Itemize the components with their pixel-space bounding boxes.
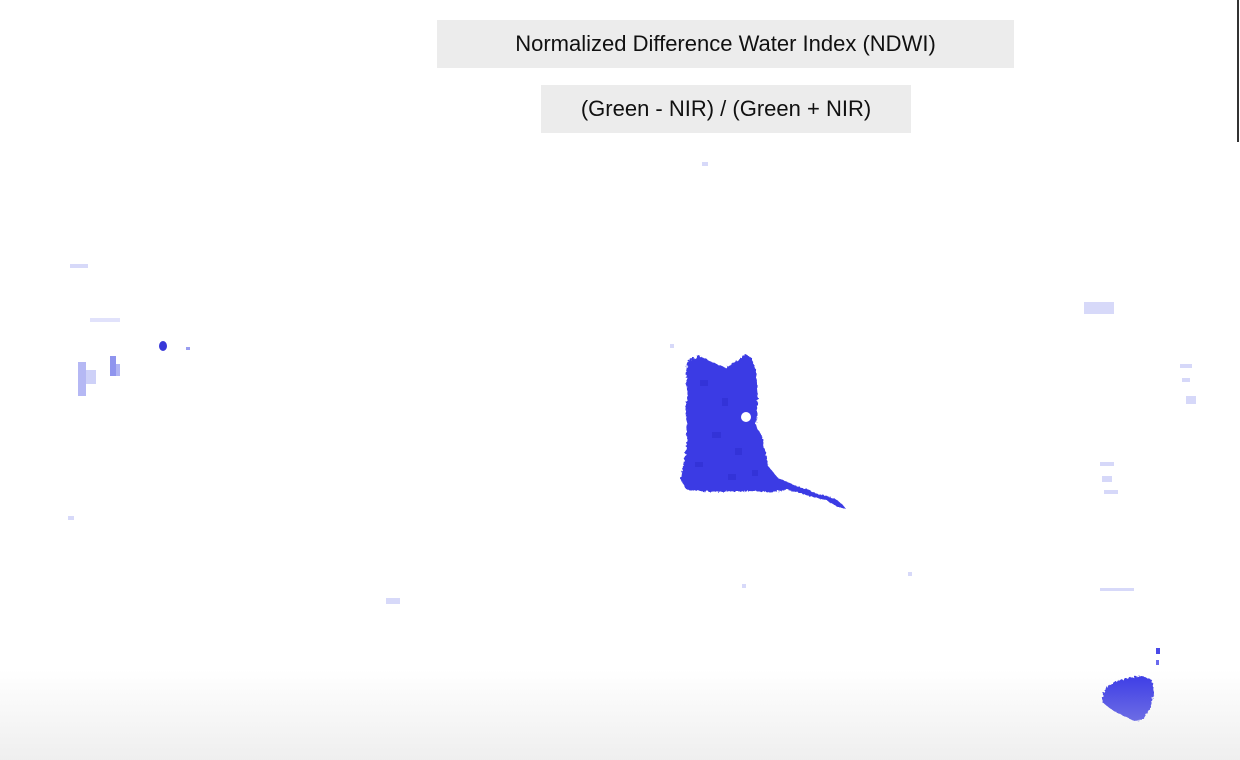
lake-texture <box>695 380 758 480</box>
water-speck <box>1156 660 1159 665</box>
water-speck <box>1156 648 1160 654</box>
index-title-caption: Normalized Difference Water Index (NDWI) <box>437 20 1014 68</box>
left-water-patches <box>78 318 190 396</box>
main-water-body <box>681 354 846 509</box>
faint-detections <box>68 162 1196 604</box>
frame-edge-divider <box>1237 0 1239 142</box>
lake-gap <box>741 412 751 422</box>
corner-water-body <box>1102 676 1154 722</box>
index-formula-caption: (Green - NIR) / (Green + NIR) <box>541 85 911 133</box>
